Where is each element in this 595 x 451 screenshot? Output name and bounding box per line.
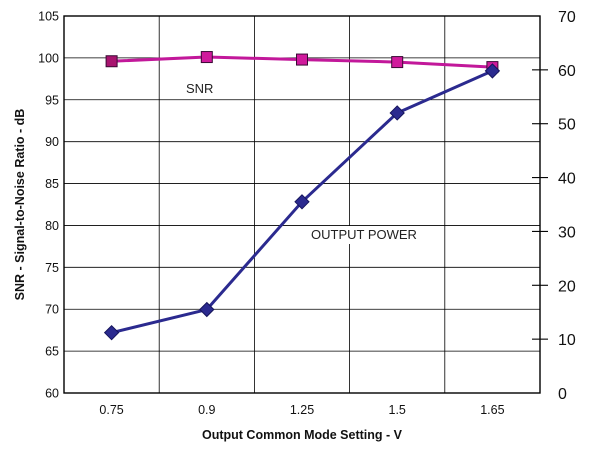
series-layer [103,51,501,341]
plot-frame [63,15,541,394]
y-tick-label-left: 95 [45,93,59,107]
output-power-annotation-background [306,226,442,244]
y-tick-label-left: 90 [45,135,59,149]
x-tick-label: 1.65 [480,403,504,417]
y-tick-label-left: 60 [45,387,59,401]
y-tick-label-right: 10 [558,332,576,349]
snr-marker [105,55,118,68]
y-tick-label-left: 85 [45,177,59,191]
x-tick-label: 1.25 [290,403,314,417]
y-tick-label-left: 70 [45,303,59,317]
output-power-marker [103,324,120,341]
output-power-marker [484,63,501,79]
y-tick-label-right: 40 [558,171,576,188]
snr-marker [391,56,404,69]
y-tick-label-right: 20 [558,278,576,295]
snr-marker [200,51,213,64]
y-tick-label-right: 0 [558,386,567,403]
output-power-marker [389,105,405,121]
output-power-annotation: OUTPUT POWER [311,227,417,242]
x-tick-label: 0.9 [198,403,215,417]
y-tick-label-right: 60 [558,63,576,80]
y-tick-label-right: 50 [558,117,576,134]
output-power-marker [294,194,310,210]
y-tick-label-right: 30 [558,224,576,241]
snr-annotation: SNR [186,81,213,96]
y-tick-label-left: 80 [45,219,59,233]
x-tick-label: 0.75 [99,403,123,417]
y-tick-label-left: 75 [45,261,59,275]
x-axis-title: Output Common Mode Setting - V [202,428,403,442]
snr-marker [296,53,308,66]
x-tick-label: 1.5 [389,403,406,417]
y-axis-title-left: SNR - Signal-to-Noise Ratio - dB [13,109,27,301]
y-tick-label-left: 65 [45,345,59,359]
output-power-marker [199,301,215,318]
y-tick-label-left: 100 [38,51,59,65]
y-tick-label-left: 105 [38,10,59,24]
grid-lines [64,16,540,393]
y-tick-label-right: 70 [558,9,576,26]
